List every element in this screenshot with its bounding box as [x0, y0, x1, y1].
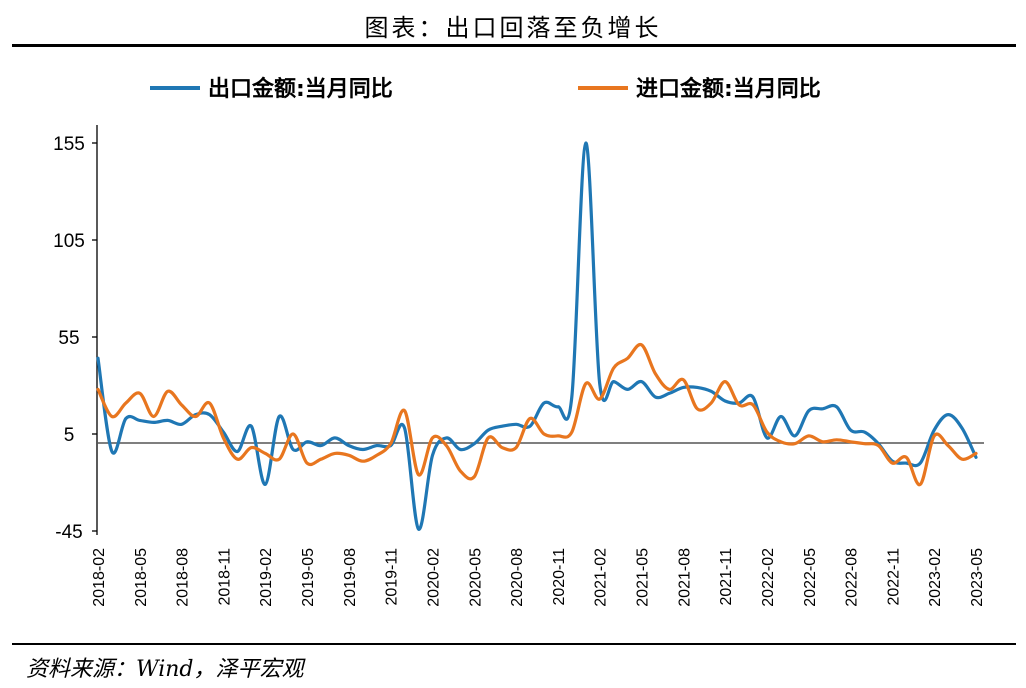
y-tick-label: 55	[58, 328, 79, 349]
x-tick-label: 2021-11	[718, 548, 735, 606]
x-axis: 2018-02 2018-05 2018-08 2018-11 2019-02 2019-…	[91, 442, 986, 607]
x-tick-label: 2022-08	[844, 548, 861, 607]
x-tick-label: 2019-05	[300, 548, 317, 607]
legend-label-2: 进口金额:当月同比	[636, 76, 821, 102]
x-tick-label: 2019-11	[384, 548, 401, 606]
x-tick-label: 2020-02	[425, 548, 442, 607]
source-note: 资料来源：Wind，泽平宏观	[26, 657, 304, 682]
series-line-2	[96, 342, 978, 487]
legend: 出口金额:当月同比 进口金额:当月同比	[150, 76, 821, 102]
x-tick-label: 2021-08	[676, 548, 693, 607]
y-tick-label: 105	[53, 231, 85, 252]
x-tick-label: 2019-08	[342, 548, 359, 607]
x-tick-label: 2022-02	[760, 548, 777, 607]
x-tick-label: 2018-02	[91, 548, 108, 607]
legend-label-1: 出口金额:当月同比	[208, 76, 393, 102]
x-tick-label: 2018-08	[175, 548, 192, 607]
y-tick-label: 155	[53, 134, 85, 155]
x-tick-label: 2020-08	[509, 548, 526, 607]
x-tick-label: 2018-11	[216, 548, 233, 606]
series-group	[96, 141, 978, 531]
x-tick-label: 2020-11	[551, 548, 568, 606]
top-rule	[12, 44, 1016, 47]
x-tick-label: 2021-05	[635, 548, 652, 607]
x-tick-label: 2023-02	[927, 548, 944, 607]
x-tick-label: 2018-05	[133, 548, 150, 607]
x-tick-label: 2022-11	[885, 548, 902, 606]
chart-title: 图表：出口回落至负增长	[364, 14, 662, 42]
x-tick-label: 2020-05	[467, 548, 484, 607]
x-tick-label: 2023-05	[969, 548, 986, 607]
x-tick-label: 2022-05	[802, 548, 819, 607]
y-tick-label: 5	[64, 425, 75, 446]
bottom-rule	[12, 643, 1016, 645]
x-tick-label: 2021-02	[593, 548, 610, 607]
x-tick-label: 2019-02	[258, 548, 275, 607]
series-line-1	[96, 141, 978, 531]
y-tick-label: -45	[55, 522, 82, 543]
